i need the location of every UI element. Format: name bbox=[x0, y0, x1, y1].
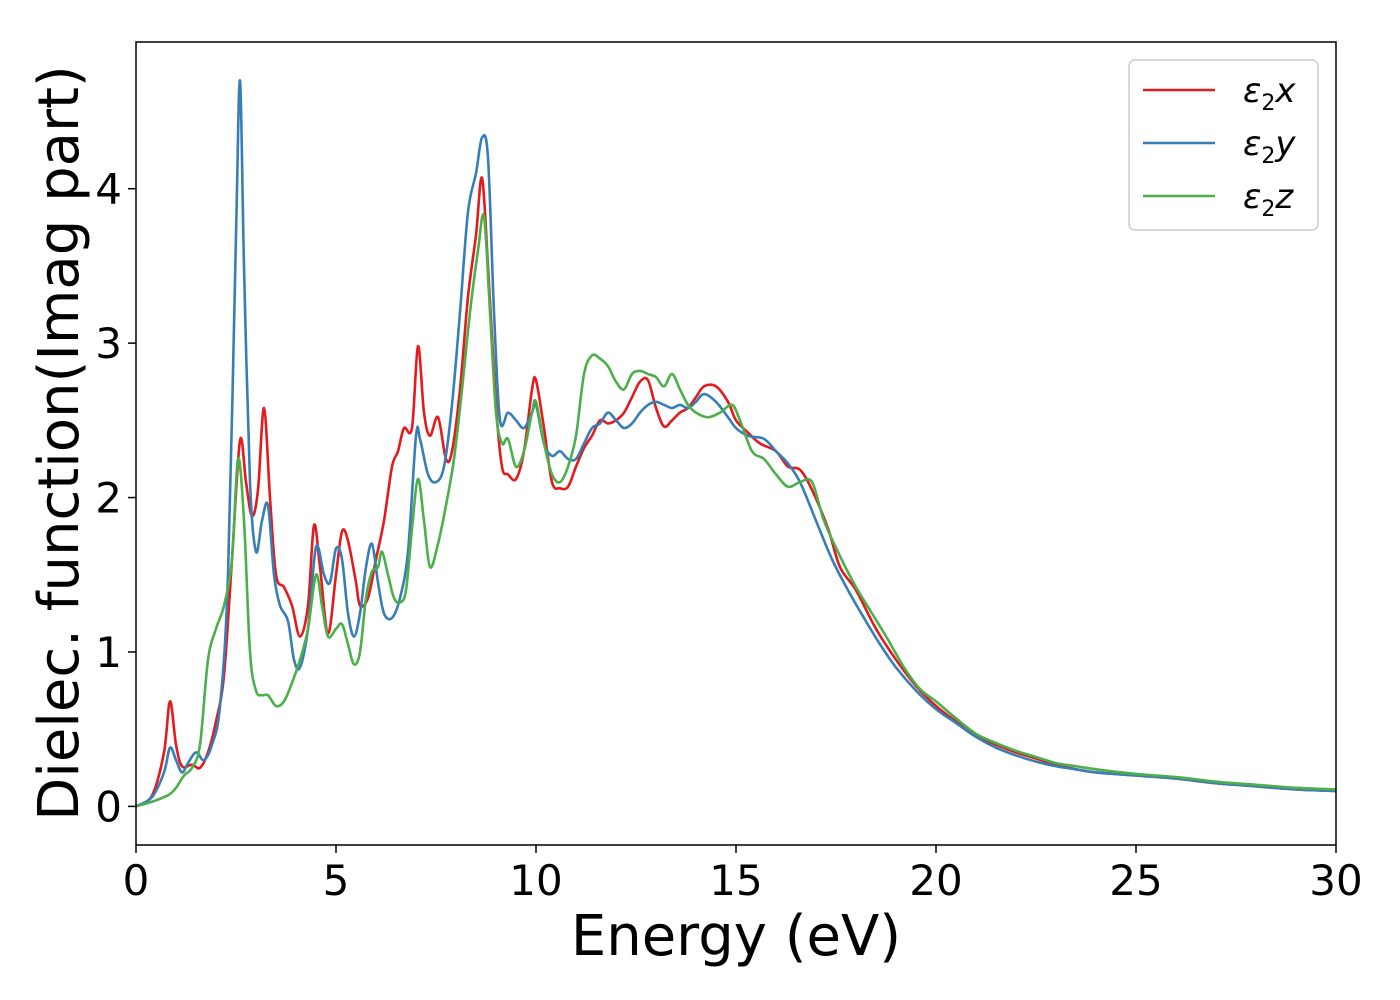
x-tick-label: 0 bbox=[123, 856, 150, 905]
legend-items: ε2x ε2y ε2z bbox=[1143, 71, 1296, 222]
x-tick-label: 10 bbox=[509, 856, 562, 905]
series-layer bbox=[135, 79, 1337, 808]
x-tick-label: 20 bbox=[909, 856, 962, 905]
legend-label-z: ε2z bbox=[1243, 177, 1294, 222]
series-line-z bbox=[135, 213, 1337, 808]
y-tick-label: 0 bbox=[95, 782, 122, 831]
legend-label-y: ε2y bbox=[1243, 124, 1296, 169]
y-tick-label: 2 bbox=[95, 474, 122, 523]
series-line-x bbox=[135, 176, 1337, 808]
ticks-layer: 0 5 10 15 20 25 30 0 1 2 3 4 bbox=[95, 165, 1362, 905]
legend-box bbox=[1128, 59, 1319, 231]
y-tick-label: 3 bbox=[95, 319, 122, 368]
y-tick-label: 4 bbox=[95, 165, 122, 214]
x-tick-label: 15 bbox=[709, 856, 762, 905]
legend-label-x: ε2x bbox=[1243, 71, 1296, 116]
y-axis-title: Dielec. function(Imag part) bbox=[27, 65, 92, 821]
x-axis-title: Energy (eV) bbox=[571, 904, 901, 969]
y-tick-label: 1 bbox=[95, 628, 122, 677]
series-line-y bbox=[135, 79, 1337, 808]
legend: ε2x ε2y ε2z bbox=[1128, 59, 1319, 231]
x-tick-label: 5 bbox=[323, 856, 350, 905]
x-tick-label: 25 bbox=[1109, 856, 1162, 905]
x-tick-label: 30 bbox=[1309, 856, 1362, 905]
